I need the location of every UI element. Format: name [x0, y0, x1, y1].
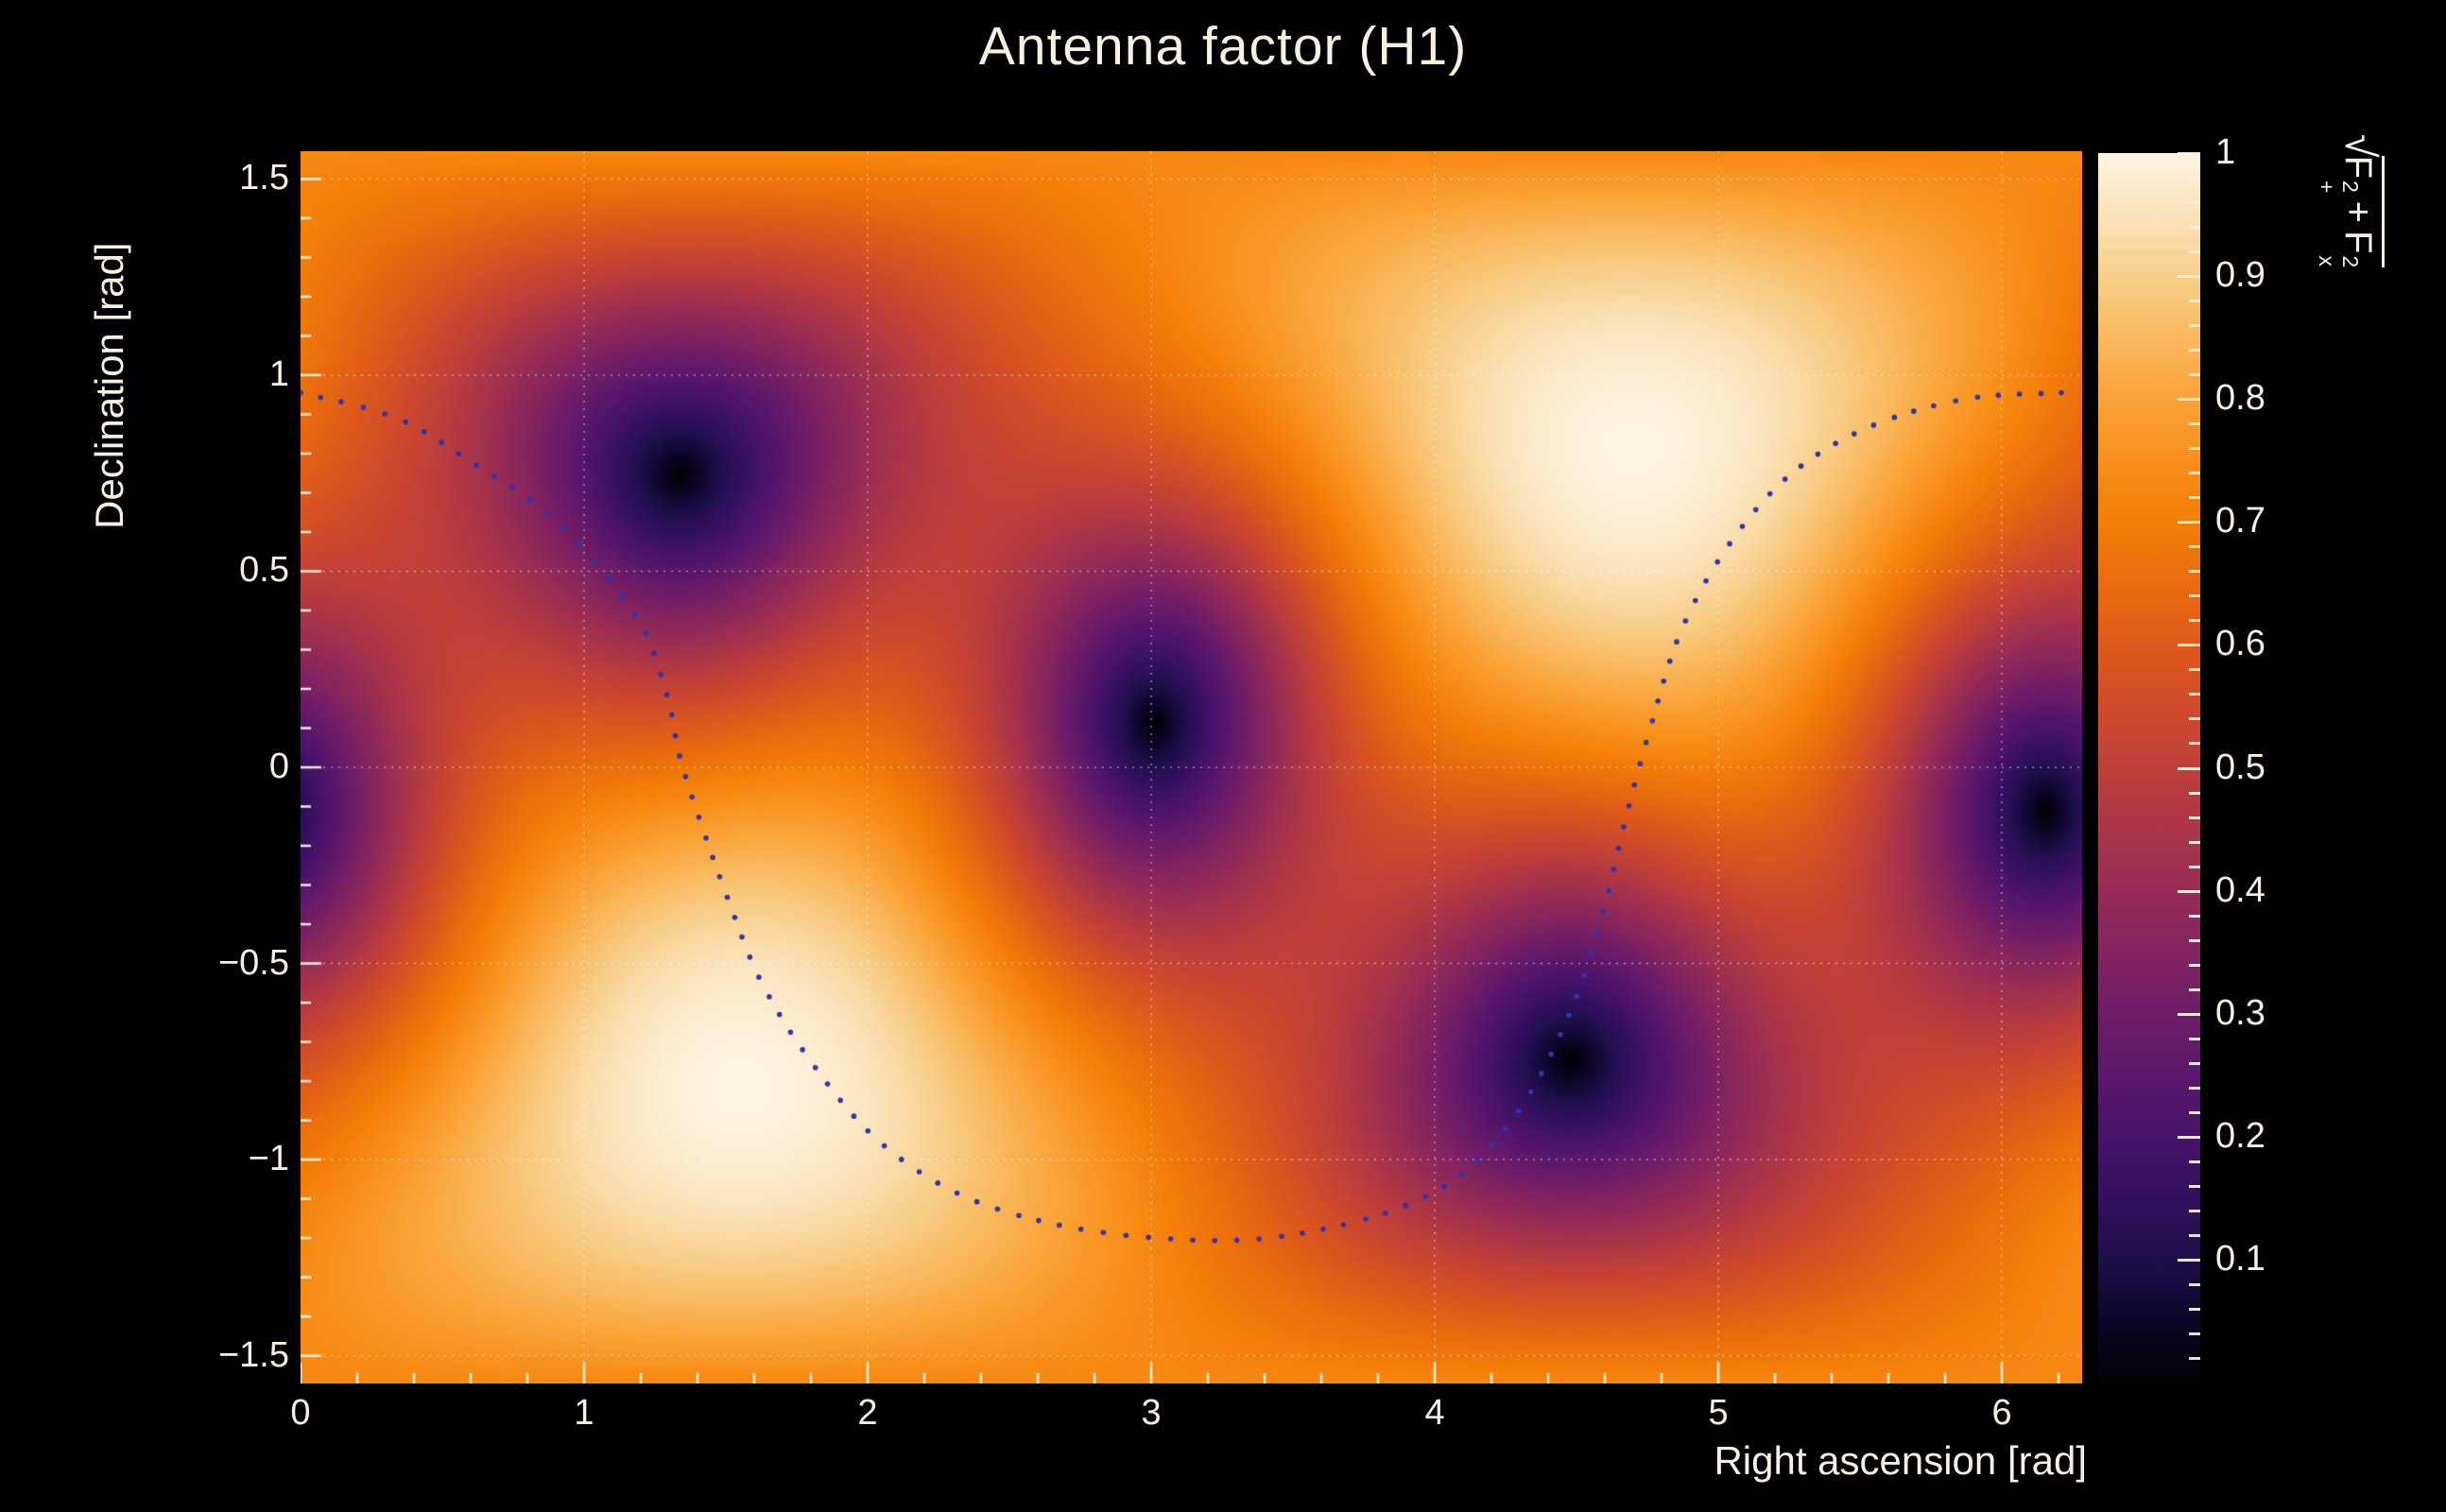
x-tick-label: 5: [1708, 1393, 1729, 1433]
f-plus-symbol: F: [2337, 155, 2379, 180]
colorbar-tick-mark: [2189, 668, 2200, 672]
colorbar-tick-mark: [2189, 717, 2200, 721]
colorbar-tick-mark: [2178, 398, 2200, 402]
colorbar-tick-mark: [2189, 1061, 2200, 1065]
y-tick-label: −1.5: [217, 1334, 289, 1375]
colorbar-tick-mark: [2189, 914, 2200, 918]
colorbar-tick-mark: [2189, 472, 2200, 475]
colorbar-tick-mark: [2189, 938, 2200, 942]
colorbar-tick-mark: [2189, 791, 2200, 795]
heatmap-plot-area: [301, 151, 2082, 1383]
colorbar-tick-mark: [2178, 1012, 2200, 1016]
colorbar-tick-mark: [2189, 226, 2200, 230]
y-tick-label: 1: [268, 353, 289, 394]
colorbar-title-radicand: F 2 + +F 2 x: [2315, 155, 2385, 268]
colorbar-tick-mark: [2189, 300, 2200, 303]
colorbar-tick-mark: [2189, 373, 2200, 377]
f-plus-superscript: 2: [2337, 180, 2363, 193]
colorbar-tick-mark: [2189, 177, 2200, 180]
colorbar-tick-label: 0.3: [2215, 992, 2265, 1033]
colorbar-tick-label: 0.5: [2215, 747, 2265, 787]
chart-title: Antenna factor (H1): [978, 16, 1468, 77]
colorbar-tick-mark: [2189, 1307, 2200, 1311]
colorbar-tick-mark: [2178, 889, 2200, 893]
colorbar-tick-mark: [2189, 1332, 2200, 1335]
colorbar-tick-mark: [2189, 324, 2200, 328]
colorbar-tick-mark: [2189, 1160, 2200, 1163]
colorbar-tick-mark: [2189, 693, 2200, 696]
colorbar-tick-mark: [2189, 619, 2200, 623]
y-tick-label: −1: [248, 1139, 289, 1179]
f-plus-subscript: +: [2315, 180, 2340, 194]
colorbar-tick-mark: [2178, 521, 2200, 524]
colorbar-tick-mark: [2189, 1184, 2200, 1188]
f-cross-subscript: x: [2315, 255, 2340, 266]
colorbar-tick-label: 0.2: [2215, 1115, 2265, 1156]
colorbar-tick-mark: [2189, 1282, 2200, 1286]
colorbar-tick-label: 0.6: [2215, 624, 2265, 664]
plus-operator: +: [2337, 200, 2379, 223]
colorbar-tick-mark: [2189, 865, 2200, 868]
f-plus-scripts: 2 +: [2315, 180, 2363, 194]
colorbar-tick-mark: [2189, 742, 2200, 746]
x-tick-label: 2: [857, 1393, 878, 1433]
x-axis-title: Right ascension [rad]: [1714, 1438, 2087, 1483]
colorbar-tick-mark: [2189, 816, 2200, 819]
colorbar-tick-mark: [2178, 1135, 2200, 1139]
colorbar-tick-mark: [2178, 766, 2200, 770]
f-cross-superscript: 2: [2337, 255, 2363, 268]
colorbar-tick-label: 0.9: [2215, 255, 2265, 296]
colorbar-tick-mark: [2189, 349, 2200, 352]
colorbar-tick-mark: [2189, 422, 2200, 426]
colorbar-tick-mark: [2178, 1258, 2200, 1262]
colorbar-tick-mark: [2178, 644, 2200, 647]
colorbar-tick-mark: [2189, 988, 2200, 991]
y-tick-label: −0.5: [217, 942, 289, 983]
x-tick-label: 0: [290, 1393, 311, 1433]
colorbar-tick-mark: [2189, 201, 2200, 205]
x-tick-label: 4: [1424, 1393, 1445, 1433]
x-tick-label: 3: [1141, 1393, 1162, 1433]
x-tick-label: 6: [1991, 1393, 2012, 1433]
colorbar-tick-label: 1: [2215, 132, 2236, 172]
f-cross-symbol: F: [2337, 230, 2379, 254]
colorbar-tick-mark: [2189, 963, 2200, 967]
y-tick-label: 0.5: [239, 550, 289, 591]
colorbar-tick-mark: [2189, 1356, 2200, 1360]
colorbar-tick-mark: [2189, 545, 2200, 549]
colorbar-tick-label: 0.4: [2215, 869, 2265, 910]
colorbar-tick-mark: [2189, 496, 2200, 500]
colorbar-tick-label: 0.8: [2215, 378, 2265, 419]
colorbar-tick-mark: [2189, 250, 2200, 254]
colorbar-tick-mark: [2178, 152, 2200, 155]
colorbar-tick-mark: [2189, 1086, 2200, 1090]
colorbar-tick-mark: [2189, 447, 2200, 451]
colorbar-tick-label: 0.1: [2215, 1238, 2265, 1279]
colorbar-tick-mark: [2189, 1037, 2200, 1040]
x-tick-label: 1: [574, 1393, 594, 1433]
colorbar-tick-mark: [2189, 1233, 2200, 1237]
colorbar-title: √F 2 + +F 2 x: [2315, 134, 2385, 268]
colorbar-tick-mark: [2189, 570, 2200, 574]
colorbar-tick-mark: [2189, 594, 2200, 598]
colorbar-tick-mark: [2189, 1209, 2200, 1212]
colorbar-tick-mark: [2189, 1110, 2200, 1114]
colorbar-tick-mark: [2178, 275, 2200, 279]
colorbar-tick-mark: [2189, 840, 2200, 844]
colorbar-tick-label: 0.7: [2215, 501, 2265, 541]
y-tick-label: 1.5: [239, 158, 289, 198]
y-tick-label: 0: [268, 747, 289, 786]
radical-sign-icon: √: [2336, 134, 2384, 158]
